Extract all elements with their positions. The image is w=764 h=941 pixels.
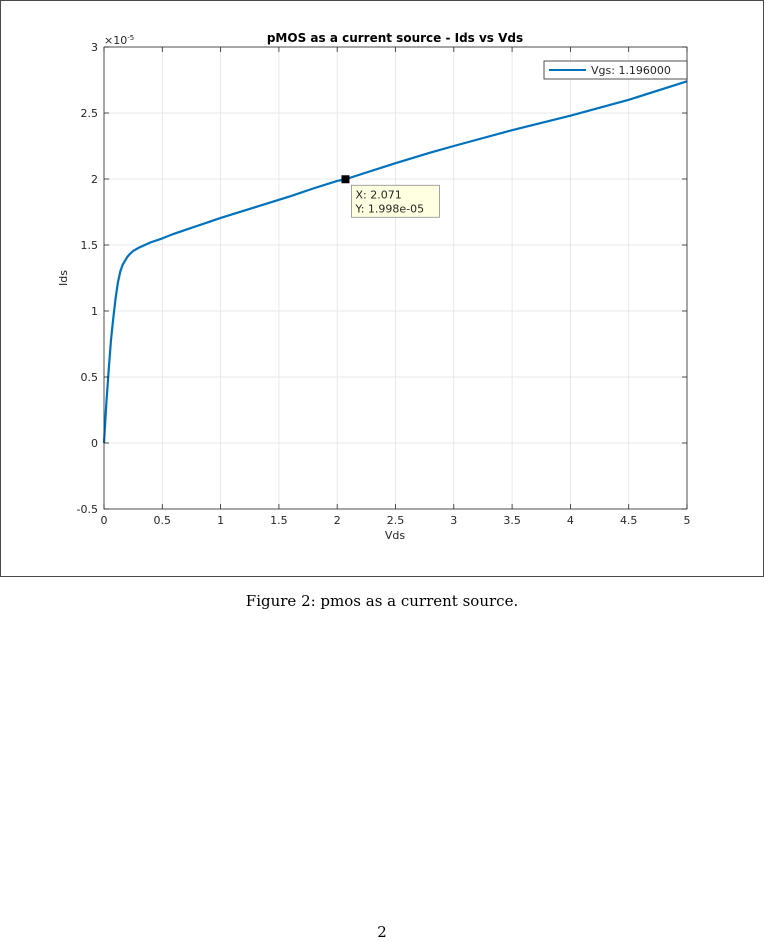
x-tick-label: 2	[334, 514, 341, 527]
x-tick-label: 4	[567, 514, 574, 527]
y-tick-label: 0.5	[81, 371, 99, 384]
page-number: 2	[377, 923, 387, 941]
legend[interactable]: Vgs: 1.196000	[543, 60, 688, 80]
datatip-marker[interactable]	[341, 175, 350, 184]
legend-box	[543, 60, 688, 80]
y-tick-label: -0.5	[77, 503, 98, 516]
y-axis-label: Ids	[57, 270, 70, 286]
tick-layer: 0 0.5 1 1.5 2 2.5 3 3.5 4 4.5 5-0.500.511.522.53	[77, 41, 691, 527]
figure-frame: 0 0.5 1 1.5 2 2.5 3 3.5 4 4.5 5 -0.5 0 0.5 1 1.5 2 2.5 3 p…	[0, 0, 764, 577]
x-tick-label: 0.5	[154, 514, 172, 527]
x-tick-label: 5	[684, 514, 691, 527]
line-chart: 0 0.5 1 1.5 2 2.5 3 3.5 4 4.5 5-0.500.511.522.53 p…	[57, 31, 691, 542]
series-line	[102, 80, 688, 444]
datatip-y-text: Y: 1.998e-05	[354, 202, 424, 215]
datatip[interactable]: X: 2.071 Y: 1.998e-05	[341, 175, 440, 218]
y-tick-label: 1.5	[81, 239, 99, 252]
figure-caption: Figure 2: pmos as a current source.	[245, 592, 519, 610]
y-tick-label: 2	[91, 173, 98, 186]
x-tick-label: 3	[450, 514, 457, 527]
x-tick-label: 0	[101, 514, 108, 527]
x-axis-label: Vds	[385, 529, 406, 542]
series-layer	[102, 80, 688, 444]
datatip-box	[351, 184, 440, 218]
x-tick-label: 4.5	[620, 514, 638, 527]
y-exponent-label: ×10-5	[104, 34, 134, 47]
x-tick-label: 1	[217, 514, 224, 527]
y-tick-label: 0	[91, 437, 98, 450]
datatip-x-text: X: 2.071	[355, 188, 401, 201]
x-tick-label: 3.5	[503, 514, 521, 527]
y-tick-label: 3	[91, 41, 98, 54]
x-tick-label: 2.5	[387, 514, 405, 527]
legend-entry-label: Vgs: 1.196000	[591, 64, 671, 77]
chart-title: pMOS as a current source - Ids vs Vds	[267, 31, 523, 45]
y-tick-label: 2.5	[81, 107, 99, 120]
x-tick-label: 1.5	[270, 514, 288, 527]
y-tick-label: 1	[91, 305, 98, 318]
